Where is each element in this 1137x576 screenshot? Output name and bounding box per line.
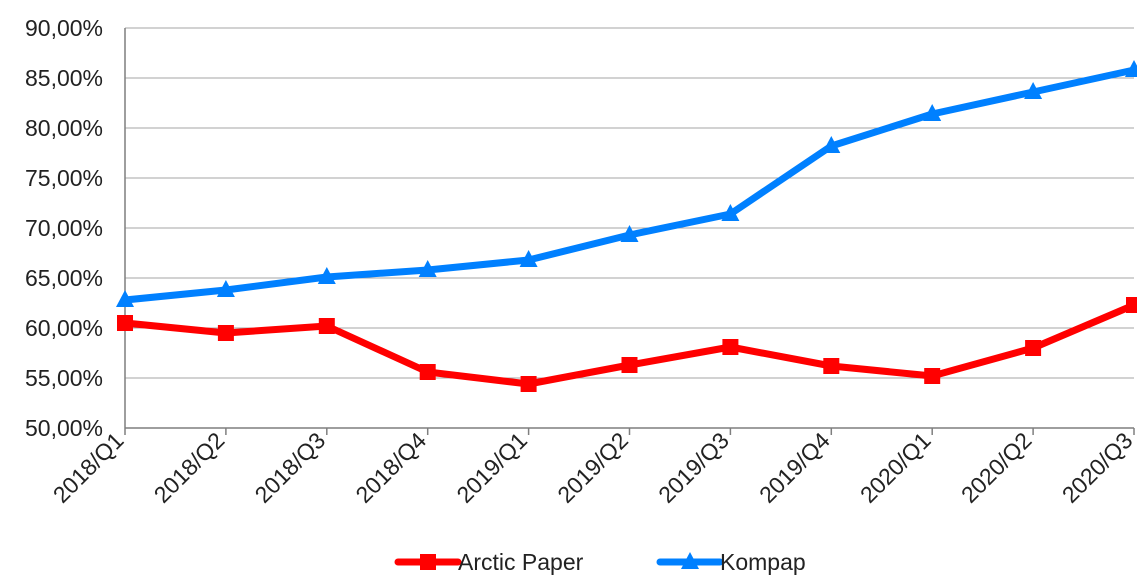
data-point bbox=[1125, 60, 1137, 77]
series-line bbox=[121, 66, 1137, 304]
y-axis-ticks: 50,00% 55,00% 60,00% 65,00% 70,00% 75,00% 80,0… bbox=[25, 15, 103, 441]
data-point bbox=[318, 318, 335, 334]
y-tick-label: 90,00% bbox=[25, 15, 103, 41]
y-tick-label: 80,00% bbox=[25, 115, 103, 141]
legend: Arctic Paper Kompap bbox=[394, 549, 806, 575]
data-point bbox=[721, 204, 740, 221]
data-point bbox=[722, 339, 739, 355]
series-0 bbox=[117, 297, 1137, 392]
y-tick-label: 65,00% bbox=[25, 265, 103, 291]
series-lines bbox=[116, 60, 1137, 392]
grid-lines bbox=[125, 27, 1134, 379]
data-point bbox=[823, 358, 840, 374]
data-point bbox=[1126, 297, 1137, 313]
data-point bbox=[418, 260, 437, 277]
y-tick-label: 75,00% bbox=[25, 165, 103, 191]
legend-label: Arctic Paper bbox=[458, 549, 584, 575]
data-point bbox=[1025, 340, 1042, 356]
data-point bbox=[519, 250, 538, 267]
legend-label: Kompap bbox=[720, 549, 806, 575]
y-tick-label: 60,00% bbox=[25, 315, 103, 341]
legend-item: Kompap bbox=[656, 549, 806, 575]
data-point bbox=[924, 368, 941, 384]
data-point bbox=[317, 267, 336, 284]
x-tick-label: 2020/Q3 bbox=[1057, 427, 1137, 508]
data-point bbox=[923, 104, 942, 121]
x-tick-label: 2019/Q4 bbox=[754, 427, 835, 508]
x-tick-label: 2020/Q1 bbox=[855, 427, 936, 508]
data-point bbox=[620, 225, 639, 242]
legend-marker bbox=[681, 552, 699, 569]
x-axis-ticks: 2018/Q1 2018/Q2 2018/Q3 2018/Q4 2019/Q1 2019/… bbox=[48, 427, 1137, 508]
x-tick-label: 2019/Q1 bbox=[451, 427, 532, 508]
x-tick-label: 2018/Q3 bbox=[250, 427, 331, 508]
data-point bbox=[419, 364, 436, 380]
x-tick-label: 2019/Q3 bbox=[653, 427, 734, 508]
legend-item: Arctic Paper bbox=[394, 549, 584, 575]
data-point bbox=[520, 376, 537, 392]
data-point bbox=[621, 357, 638, 373]
series-1 bbox=[116, 60, 1137, 307]
data-point bbox=[216, 280, 235, 297]
y-tick-label: 50,00% bbox=[25, 415, 103, 441]
y-tick-label: 85,00% bbox=[25, 65, 103, 91]
data-point bbox=[117, 315, 133, 331]
x-tick-label: 2018/Q2 bbox=[149, 427, 230, 508]
legend-marker bbox=[420, 554, 436, 570]
data-point bbox=[217, 325, 234, 341]
x-tick-label: 2018/Q4 bbox=[350, 427, 431, 508]
x-tick-label: 2020/Q2 bbox=[956, 427, 1037, 508]
y-tick-label: 55,00% bbox=[25, 365, 103, 391]
data-point bbox=[116, 290, 134, 307]
data-point bbox=[822, 136, 841, 153]
x-tick-label: 2019/Q2 bbox=[552, 427, 633, 508]
data-point bbox=[1024, 82, 1043, 99]
axes bbox=[124, 28, 1134, 429]
y-tick-label: 70,00% bbox=[25, 215, 103, 241]
